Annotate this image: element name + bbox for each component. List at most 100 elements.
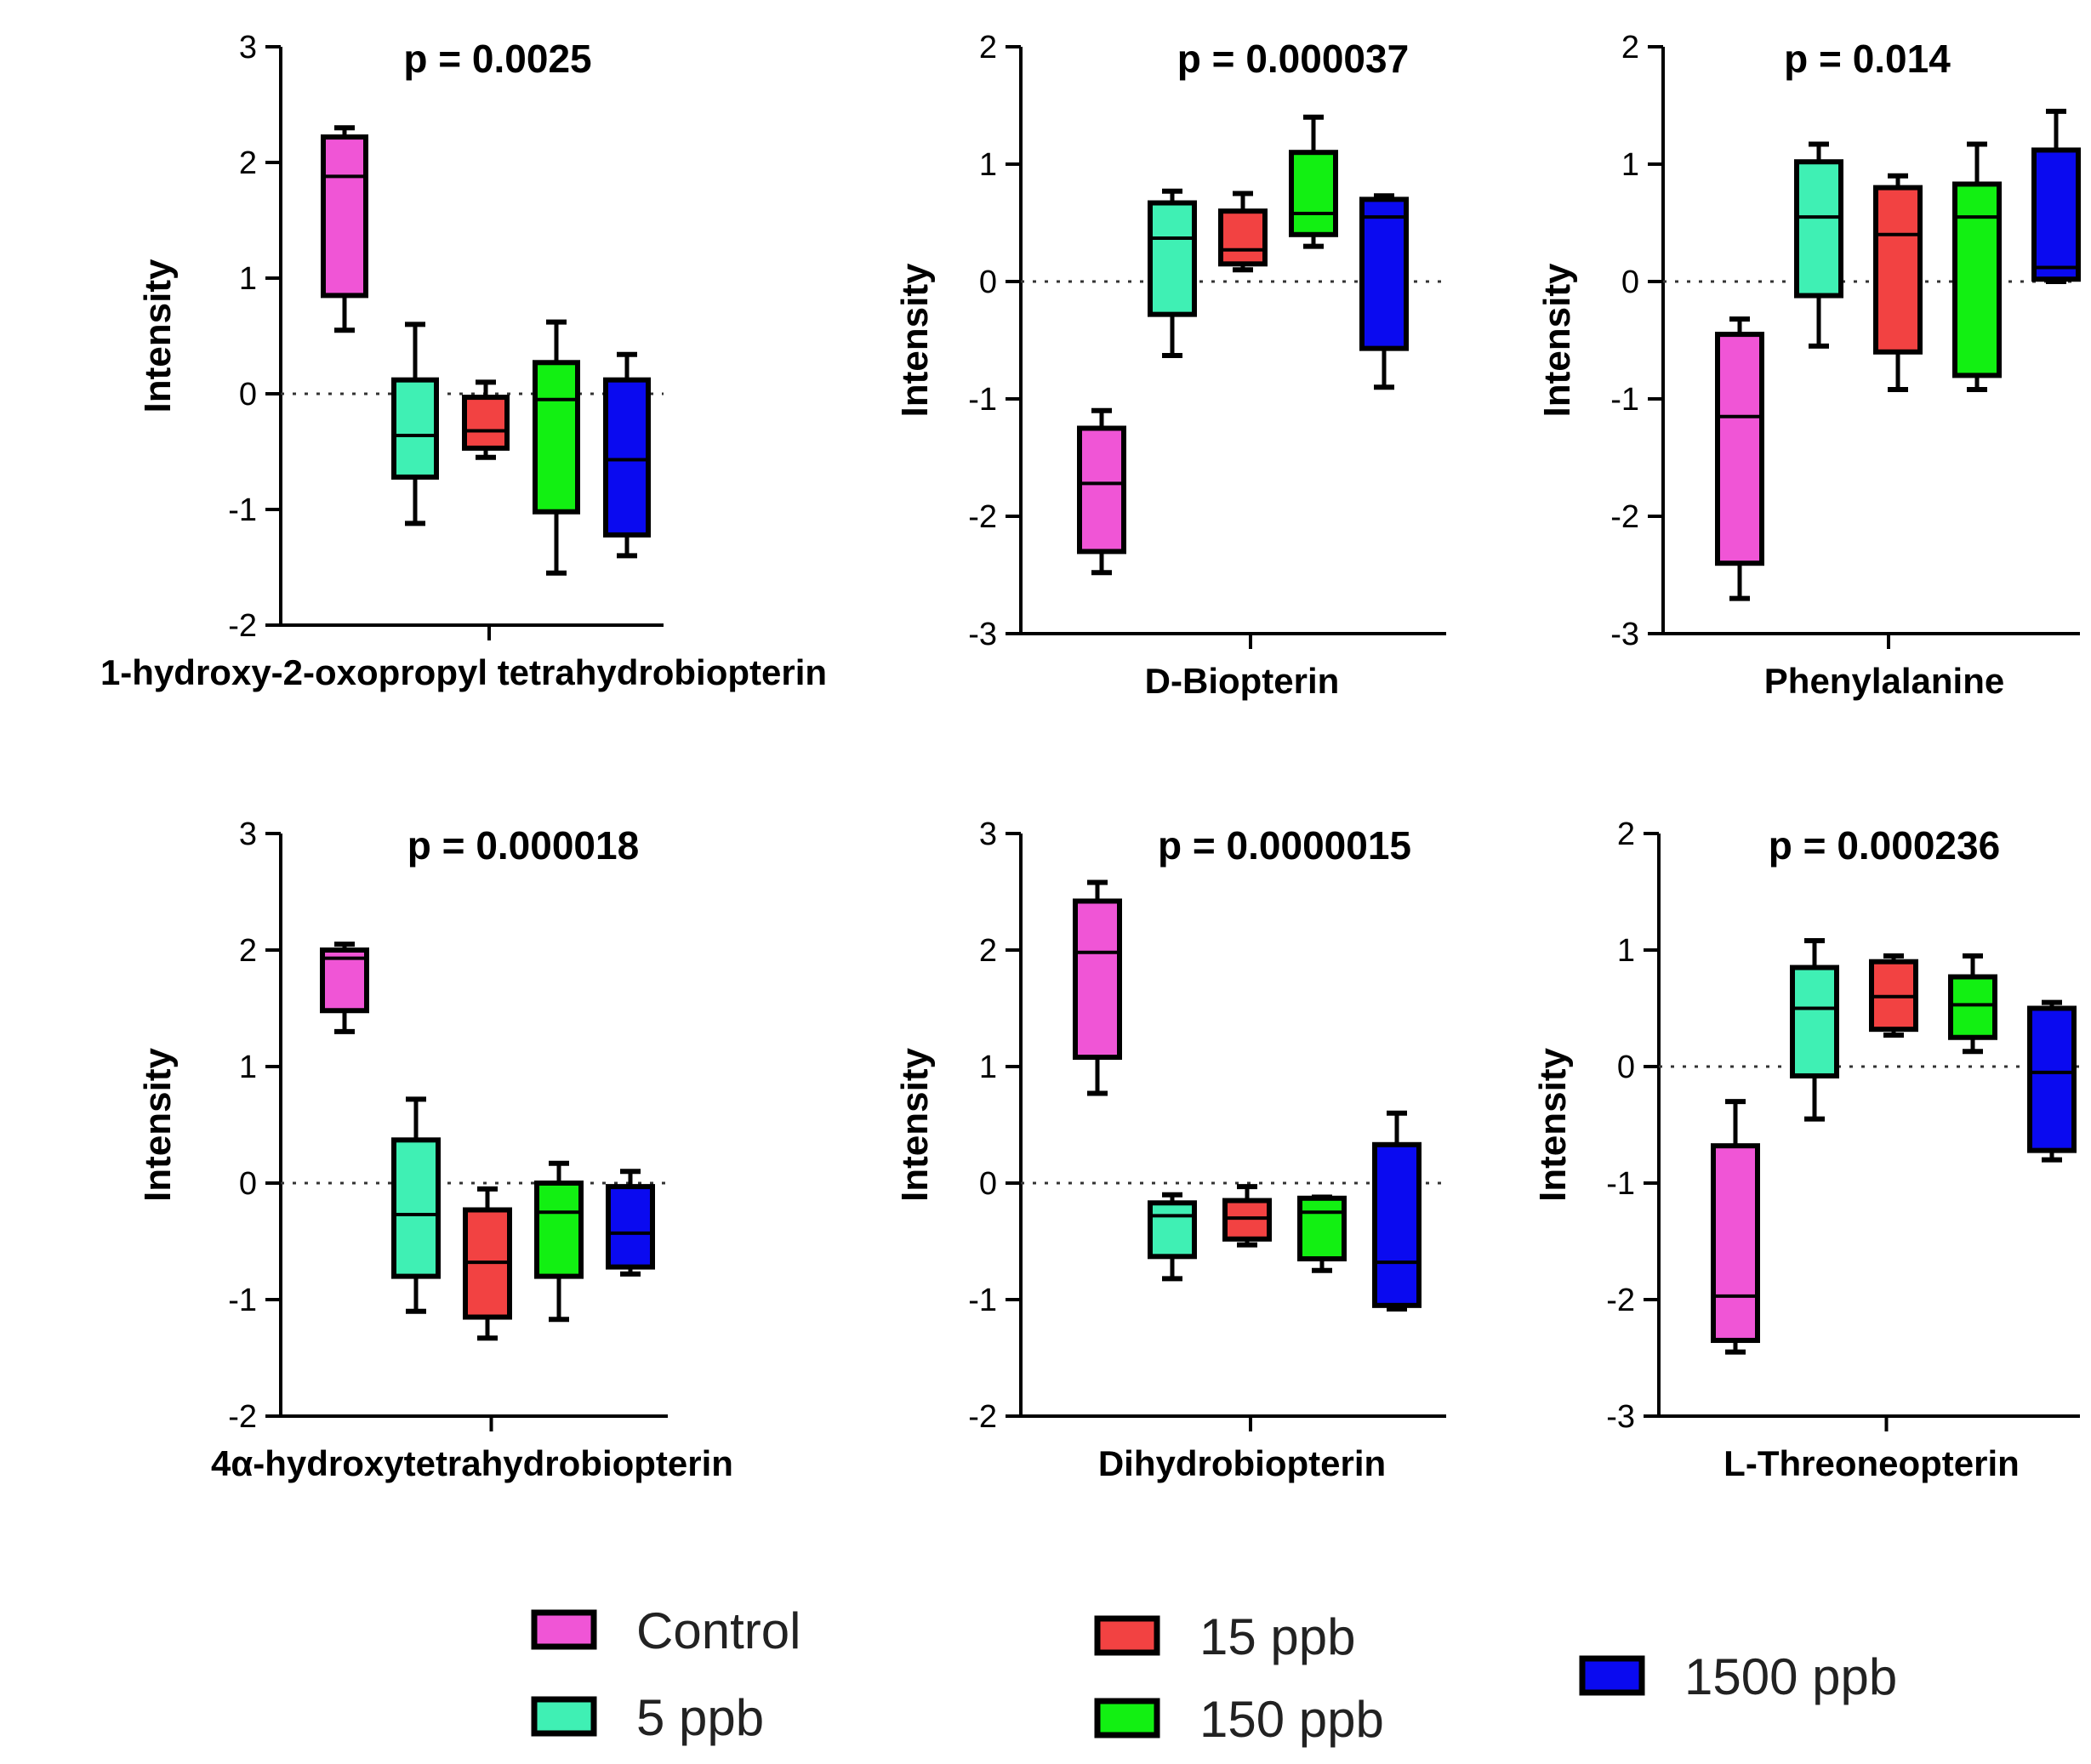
legend-swatch	[531, 1609, 597, 1650]
y-axis-label: Intensity	[894, 1048, 936, 1202]
y-tick-label: -1	[1610, 382, 1639, 418]
legend-label: 5 ppb	[636, 1689, 764, 1746]
box-body	[1359, 196, 1409, 351]
legend: Control 5 ppb 15 ppb 150 ppb 1500 ppb	[531, 1602, 1897, 1748]
box-body	[1790, 965, 1839, 1078]
box-body	[1297, 1195, 1347, 1262]
box-body	[1073, 898, 1122, 1061]
y-tick-label: 3	[979, 817, 997, 852]
legend-label: Control	[636, 1602, 801, 1659]
box-body	[1952, 181, 2002, 378]
legend-swatch	[1094, 1698, 1160, 1738]
chart-panel-3: -3 -2 -1 0 1 2 Intensity Phenylalanine p = 0.014	[1536, 30, 2081, 701]
y-tick-label: 2	[979, 30, 997, 65]
box-150-ppb	[534, 1160, 584, 1323]
box-control	[321, 125, 368, 333]
box-1500-ppb	[1372, 1110, 1422, 1312]
box-body	[606, 1184, 655, 1270]
y-tick-label: 2	[239, 145, 257, 181]
box-body	[1372, 1141, 1422, 1308]
legend-label: 1500 ppb	[1684, 1648, 1897, 1705]
legend-item-1500-ppb: 1500 ppb	[1579, 1648, 1897, 1705]
y-tick-label: 2	[979, 933, 997, 969]
box-control	[320, 942, 369, 1034]
y-tick-label: -2	[968, 1399, 997, 1435]
y-tick-label: 3	[239, 817, 257, 852]
box-body	[2027, 1005, 2077, 1153]
p-value-title: p = 0.000018	[407, 823, 639, 868]
legend-item-5-ppb: 5 ppb	[531, 1689, 764, 1746]
y-tick-label: 0	[979, 265, 997, 300]
y-tick-label: -1	[228, 1283, 257, 1318]
y-tick-label: -2	[228, 1399, 257, 1435]
box-150-ppb	[1289, 114, 1338, 249]
y-tick-label: 1	[1617, 933, 1635, 969]
x-axis-label: Phenylalanine	[1764, 661, 2004, 701]
y-tick-label: -1	[968, 1283, 997, 1318]
y-tick-label: 0	[239, 1166, 257, 1202]
y-axis-label: Intensity	[1536, 263, 1578, 417]
y-tick-label: -3	[1606, 1399, 1635, 1435]
y-tick-label: 0	[979, 1166, 997, 1202]
y-tick-label: -2	[1606, 1283, 1635, 1318]
box-body	[1148, 1200, 1197, 1260]
box-15-ppb	[1222, 1184, 1272, 1248]
box-5-ppb	[1148, 188, 1197, 358]
legend-item-15-ppb: 15 ppb	[1094, 1608, 1356, 1665]
box-control	[1711, 1099, 1760, 1355]
box-5-ppb	[391, 1096, 441, 1314]
box-body	[603, 377, 651, 538]
y-tick-label: 1	[979, 147, 997, 183]
legend-item-control: Control	[531, 1602, 801, 1659]
box-body	[1222, 1198, 1272, 1242]
x-axis-label: Dihydrobiopterin	[1098, 1443, 1386, 1483]
box-15-ppb	[463, 1186, 512, 1341]
y-tick-label: 0	[239, 377, 257, 413]
box-control	[1077, 407, 1126, 576]
box-5-ppb	[1790, 938, 1839, 1122]
y-tick-label: -1	[1606, 1166, 1635, 1202]
box-1500-ppb	[1359, 193, 1409, 390]
y-tick-label: -2	[1610, 499, 1639, 535]
p-value-title: p = 0.0000015	[1158, 823, 1411, 868]
chart-panel-4: -2 -1 0 1 2 3 Intensity 4α-hydroxytetrahydrobio…	[137, 817, 733, 1483]
x-axis-label: 4α-hydroxytetrahydrobiopterin	[211, 1443, 733, 1483]
box-1500-ppb	[606, 1169, 655, 1277]
y-tick-label: -1	[228, 492, 257, 528]
box-5-ppb	[1794, 141, 1843, 349]
box-body	[1715, 332, 1764, 566]
y-tick-label: 2	[1617, 817, 1635, 852]
x-axis-label: 1-hydroxy-2-oxopropyl tetrahydrobiopteri…	[100, 652, 827, 692]
legend-swatch	[1579, 1655, 1645, 1696]
y-tick-label: 1	[239, 261, 257, 297]
y-tick-label: 1	[1621, 147, 1639, 183]
x-axis-label: D-Biopterin	[1145, 661, 1340, 701]
box-15-ppb	[462, 379, 510, 460]
box-150-ppb	[1948, 953, 1997, 1055]
box-body	[1873, 185, 1923, 355]
chart-panel-2: -3 -2 -1 0 1 2 Intensity D-Biopterin p = 0.00003…	[894, 30, 1446, 701]
box-150-ppb	[1952, 141, 2002, 392]
p-value-title: p = 0.014	[1784, 37, 1951, 81]
x-axis-label: L-Threoneopterin	[1724, 1443, 2020, 1483]
y-tick-label: 0	[1621, 265, 1639, 300]
y-tick-label: -3	[1610, 617, 1639, 652]
box-body	[391, 1137, 441, 1279]
legend-swatch	[1094, 1615, 1160, 1656]
y-axis-label: Intensity	[137, 259, 179, 413]
p-value-title: p = 0.0025	[403, 37, 591, 81]
box-body	[1218, 208, 1268, 267]
box-control	[1715, 316, 1764, 601]
y-axis-label: Intensity	[137, 1048, 179, 1202]
box-body	[321, 134, 368, 299]
chart-panel-5: -2 -1 0 1 2 3 Intensity Dihydrobiopterin p = 0.0…	[894, 817, 1446, 1483]
y-tick-label: -2	[968, 499, 997, 535]
box-body	[534, 1181, 584, 1279]
box-15-ppb	[1869, 953, 1918, 1038]
charts-grid: -2 -1 0 1 2 3 Intensity 1-hydroxy-2-oxopropyl t…	[100, 30, 2081, 1483]
box-150-ppb	[1297, 1194, 1347, 1273]
box-body	[2031, 147, 2081, 282]
y-tick-label: 1	[979, 1050, 997, 1085]
box-control	[1073, 879, 1122, 1096]
legend-label: 15 ppb	[1199, 1608, 1356, 1665]
